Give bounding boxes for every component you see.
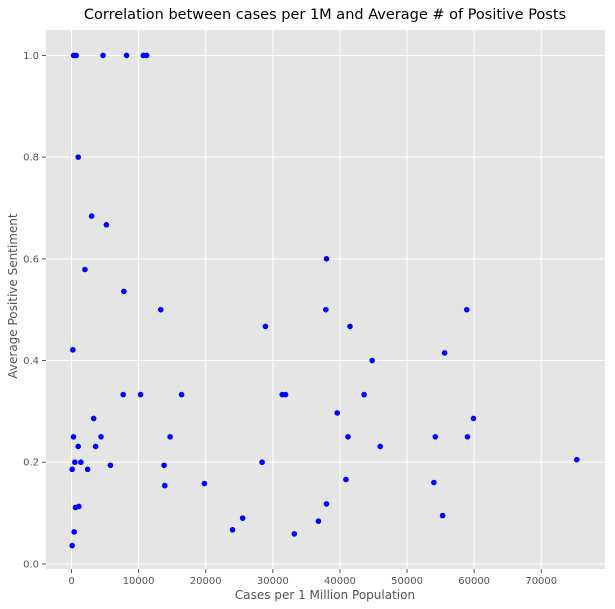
data-point [345, 433, 351, 440]
data-point [439, 512, 446, 519]
x-axis: 0 10000 20000 30000 40000 50000 60000 70000 [68, 569, 557, 587]
y-axis-label: Average Positive Sentiment [6, 213, 20, 378]
data-point [92, 443, 99, 450]
y-tick-label: 0.0 [23, 559, 39, 570]
data-point [78, 459, 84, 466]
x-tick-label: 70000 [525, 576, 557, 587]
data-points [69, 52, 580, 549]
data-point [201, 480, 208, 487]
y-tick-label: 0.4 [23, 356, 39, 367]
data-point [178, 391, 185, 398]
data-point [71, 529, 77, 535]
data-point [315, 518, 322, 525]
data-point [377, 443, 383, 450]
data-point [282, 391, 289, 398]
x-tick-label: 20000 [190, 576, 222, 587]
data-point [73, 52, 79, 59]
data-point [167, 433, 173, 440]
data-point [157, 306, 164, 313]
x-tick-label: 50000 [391, 576, 423, 587]
y-axis: 0.0 0.2 0.4 0.6 0.8 1.0 [23, 51, 46, 570]
y-tick-label: 0.6 [23, 254, 39, 265]
y-tick-label: 0.2 [23, 458, 39, 469]
data-point [76, 503, 82, 510]
data-point [161, 462, 167, 469]
data-point [369, 357, 375, 364]
chart-title: Correlation between cases per 1M and Ave… [84, 7, 566, 23]
data-point [161, 482, 168, 489]
data-point [75, 154, 82, 160]
data-point [259, 459, 265, 466]
data-point [69, 466, 75, 473]
data-point [100, 52, 106, 59]
data-point [334, 410, 341, 416]
data-point [291, 531, 298, 537]
data-point [464, 433, 471, 440]
x-tick-label: 0 [68, 576, 74, 587]
data-point [90, 415, 97, 422]
data-point [431, 479, 437, 486]
x-tick-label: 10000 [123, 576, 155, 587]
data-point [121, 288, 127, 295]
y-tick-label: 1.0 [23, 51, 39, 62]
data-point [72, 459, 78, 466]
x-tick-label: 40000 [324, 576, 356, 587]
data-point [361, 391, 367, 398]
x-tick-label: 60000 [458, 576, 490, 587]
data-point [143, 52, 150, 59]
data-point [98, 433, 104, 440]
data-point [107, 462, 114, 469]
x-axis-label: Cases per 1 Million Population [235, 588, 415, 602]
data-point [123, 52, 130, 59]
grid [46, 30, 605, 569]
data-point [70, 433, 77, 440]
y-tick-label: 0.8 [23, 153, 39, 164]
data-point [441, 350, 448, 356]
data-point [343, 476, 349, 483]
data-point [470, 415, 477, 422]
data-point [82, 266, 88, 273]
data-point [70, 347, 76, 353]
data-point [120, 391, 126, 398]
data-point [103, 221, 110, 228]
data-point [347, 323, 353, 330]
data-point [323, 501, 330, 507]
plot-area [46, 30, 605, 569]
x-tick-label: 30000 [257, 576, 289, 587]
data-point [323, 306, 329, 313]
data-point [262, 323, 269, 330]
data-point [239, 515, 246, 521]
data-point [69, 542, 75, 549]
data-point [432, 433, 439, 440]
data-point [229, 527, 236, 533]
data-point [574, 456, 580, 463]
data-point [323, 256, 330, 262]
data-point [84, 466, 91, 473]
data-point [75, 443, 82, 450]
data-point [137, 391, 144, 398]
data-point [463, 306, 470, 313]
data-point [88, 213, 95, 219]
